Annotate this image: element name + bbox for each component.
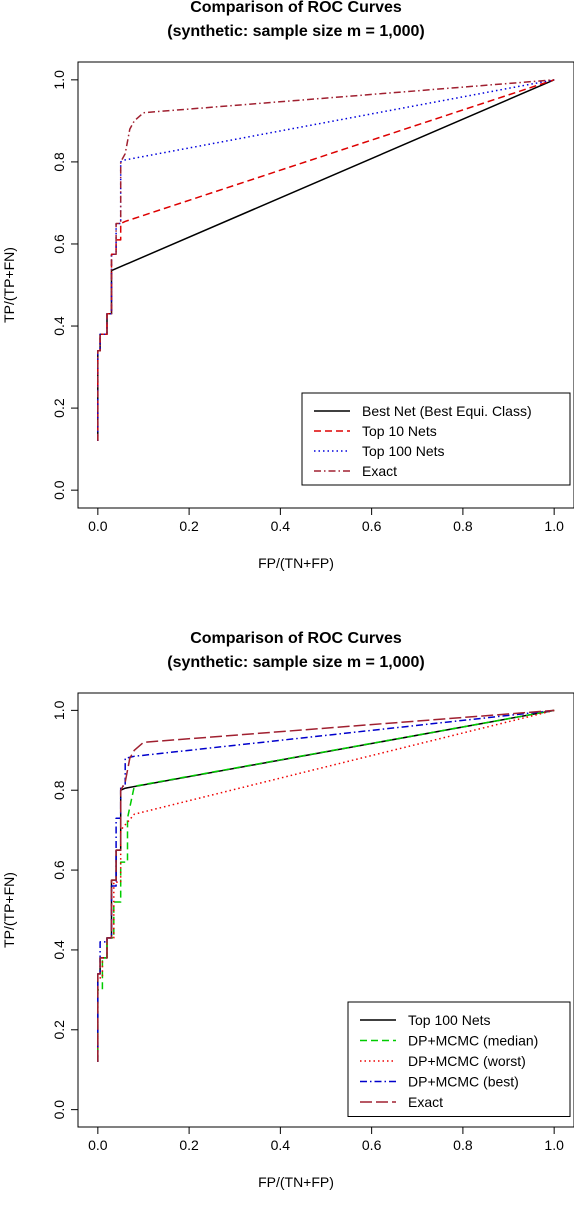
series-line-3 bbox=[97, 79, 555, 441]
y-tick-label: 0.8 bbox=[51, 780, 67, 800]
x-tick-label: 0.0 bbox=[88, 1137, 108, 1153]
legend-label: Exact bbox=[408, 1094, 443, 1110]
x-tick-label: 0.2 bbox=[179, 518, 199, 534]
y-tick-label: 0.6 bbox=[51, 234, 67, 254]
x-tick-label: 0.2 bbox=[179, 1137, 199, 1153]
plot-frame bbox=[77, 692, 574, 1128]
y-axis-label: TP/(TP+FN) bbox=[1, 247, 17, 323]
y-tick-label: 0.6 bbox=[51, 860, 67, 880]
series-line-3 bbox=[97, 709, 555, 1062]
y-tick-label: 1.0 bbox=[51, 700, 67, 720]
y-tick-label: 0.2 bbox=[51, 398, 67, 418]
y-tick-label: 0.0 bbox=[51, 1100, 67, 1120]
x-tick-label: 1.0 bbox=[544, 1137, 564, 1153]
x-axis-label: FP/(TN+FP) bbox=[258, 555, 334, 571]
chart-title: Comparison of ROC Curves bbox=[190, 0, 402, 16]
chart-panel-2: Comparison of ROC Curves (synthetic: samp… bbox=[1, 630, 574, 1190]
x-axis-label: FP/(TN+FP) bbox=[258, 1174, 334, 1190]
y-tick-label: 0.4 bbox=[51, 940, 67, 960]
legend-label: DP+MCMC (worst) bbox=[408, 1053, 526, 1069]
legend-box bbox=[301, 392, 571, 486]
y-tick-label: 0.2 bbox=[51, 1020, 67, 1040]
x-tick-label: 0.6 bbox=[362, 518, 382, 534]
legend-label: Top 100 Nets bbox=[408, 1012, 491, 1028]
plot-frame bbox=[77, 61, 574, 509]
legend-label: Best Net (Best Equi. Class) bbox=[362, 403, 532, 419]
chart-panel-1: Comparison of ROC Curves (synthetic: samp… bbox=[1, 0, 574, 571]
chart-title: Comparison of ROC Curves bbox=[190, 630, 402, 647]
legend-label: Top 100 Nets bbox=[362, 443, 445, 459]
y-axis-label: TP/(TP+FN) bbox=[1, 872, 17, 948]
y-tick-label: 0.0 bbox=[51, 480, 67, 500]
series-line-1 bbox=[97, 79, 555, 441]
y-tick-label: 0.4 bbox=[51, 316, 67, 336]
legend-label: Top 10 Nets bbox=[362, 423, 437, 439]
legend: Best Net (Best Equi. Class) Top 10 Nets To… bbox=[301, 392, 571, 486]
x-tick-label: 0.8 bbox=[453, 518, 473, 534]
legend-label: DP+MCMC (best) bbox=[408, 1074, 519, 1090]
x-tick-label: 0.6 bbox=[362, 1137, 382, 1153]
y-tick-label: 0.8 bbox=[51, 152, 67, 172]
series-line-2 bbox=[97, 79, 555, 441]
legend-box bbox=[347, 1001, 571, 1117]
chart-subtitle: (synthetic: sample size m = 1,000) bbox=[167, 654, 424, 671]
chart-subtitle: (synthetic: sample size m = 1,000) bbox=[167, 23, 424, 40]
x-tick-label: 0.4 bbox=[271, 518, 291, 534]
x-tick-label: 0.4 bbox=[271, 1137, 291, 1153]
x-tick-label: 1.0 bbox=[544, 518, 564, 534]
series-line-4 bbox=[97, 79, 555, 441]
legend-label: DP+MCMC (median) bbox=[408, 1033, 538, 1049]
legend: Top 100 Nets DP+MCMC (median) DP+MCMC (wor… bbox=[347, 1001, 571, 1117]
series-line-5 bbox=[97, 709, 555, 1062]
x-tick-label: 0.0 bbox=[88, 518, 108, 534]
legend-label: Exact bbox=[362, 463, 397, 479]
x-tick-label: 0.8 bbox=[453, 1137, 473, 1153]
y-tick-label: 1.0 bbox=[51, 70, 67, 90]
